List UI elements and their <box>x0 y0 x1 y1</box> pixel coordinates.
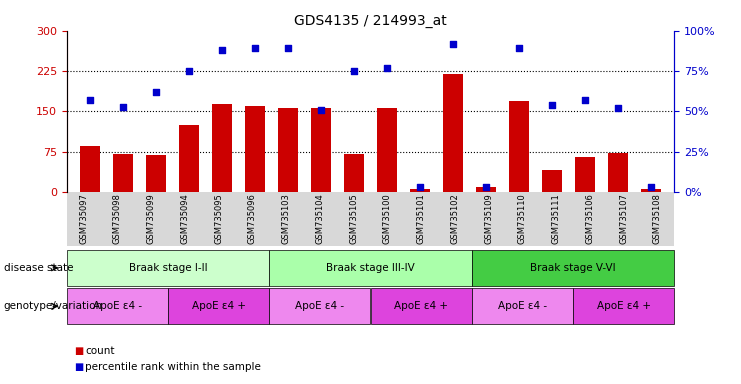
Text: genotype/variation: genotype/variation <box>4 301 103 311</box>
Title: GDS4135 / 214993_at: GDS4135 / 214993_at <box>294 14 447 28</box>
Bar <box>410 189 430 192</box>
Bar <box>311 108 331 192</box>
Point <box>315 107 327 113</box>
Point <box>546 102 558 108</box>
Bar <box>608 153 628 192</box>
Bar <box>377 108 397 192</box>
Point <box>480 184 492 190</box>
Text: GSM735100: GSM735100 <box>383 194 392 244</box>
Point <box>612 105 624 111</box>
Point <box>117 103 129 109</box>
Text: GSM735105: GSM735105 <box>349 194 358 244</box>
Point <box>150 89 162 95</box>
Text: GSM735104: GSM735104 <box>316 194 325 244</box>
Point <box>447 41 459 47</box>
Text: GSM735111: GSM735111 <box>551 194 561 244</box>
Point <box>579 97 591 103</box>
Text: ApoE ε4 -: ApoE ε4 - <box>296 301 345 311</box>
Text: percentile rank within the sample: percentile rank within the sample <box>85 362 261 372</box>
Text: GSM735094: GSM735094 <box>180 194 190 244</box>
Bar <box>80 146 100 192</box>
Point <box>249 45 261 51</box>
Bar <box>509 101 529 192</box>
Point <box>216 47 227 53</box>
Point <box>348 68 360 74</box>
Text: ApoE ε4 +: ApoE ε4 + <box>192 301 245 311</box>
Bar <box>179 125 199 192</box>
Text: GSM735107: GSM735107 <box>619 194 628 244</box>
Text: GSM735109: GSM735109 <box>484 194 494 244</box>
Text: GSM735106: GSM735106 <box>585 194 594 244</box>
Text: GSM735102: GSM735102 <box>451 194 459 244</box>
Bar <box>344 154 364 192</box>
Bar <box>146 156 166 192</box>
Bar <box>113 154 133 192</box>
Point <box>282 45 294 51</box>
Text: count: count <box>85 346 115 356</box>
Bar <box>443 74 463 192</box>
Text: ■: ■ <box>74 362 83 372</box>
Text: GSM735099: GSM735099 <box>147 194 156 244</box>
Point <box>414 184 426 190</box>
Point <box>183 68 195 74</box>
Text: ApoE ε4 +: ApoE ε4 + <box>394 301 448 311</box>
Text: ApoE ε4 +: ApoE ε4 + <box>597 301 651 311</box>
Text: ApoE ε4 -: ApoE ε4 - <box>93 301 142 311</box>
Text: GSM735101: GSM735101 <box>416 194 425 244</box>
Point <box>645 184 657 190</box>
Bar <box>245 106 265 192</box>
Point <box>514 45 525 51</box>
Bar <box>476 187 496 192</box>
Text: Braak stage III-IV: Braak stage III-IV <box>326 263 415 273</box>
Text: GSM735097: GSM735097 <box>79 194 88 244</box>
Bar <box>212 104 232 192</box>
Text: ■: ■ <box>74 346 83 356</box>
Bar <box>542 170 562 192</box>
Text: GSM735098: GSM735098 <box>113 194 122 244</box>
Bar <box>575 157 595 192</box>
Text: Braak stage I-II: Braak stage I-II <box>129 263 207 273</box>
Text: GSM735108: GSM735108 <box>653 194 662 244</box>
Point <box>381 65 393 71</box>
Text: GSM735103: GSM735103 <box>282 194 290 244</box>
Text: GSM735096: GSM735096 <box>247 194 257 244</box>
Bar <box>641 189 661 192</box>
Bar <box>278 108 298 192</box>
Point <box>84 97 96 103</box>
Text: GSM735095: GSM735095 <box>214 194 223 244</box>
Text: GSM735110: GSM735110 <box>518 194 527 244</box>
Text: disease state: disease state <box>4 263 73 273</box>
Text: Braak stage V-VI: Braak stage V-VI <box>531 263 616 273</box>
Text: ApoE ε4 -: ApoE ε4 - <box>498 301 547 311</box>
